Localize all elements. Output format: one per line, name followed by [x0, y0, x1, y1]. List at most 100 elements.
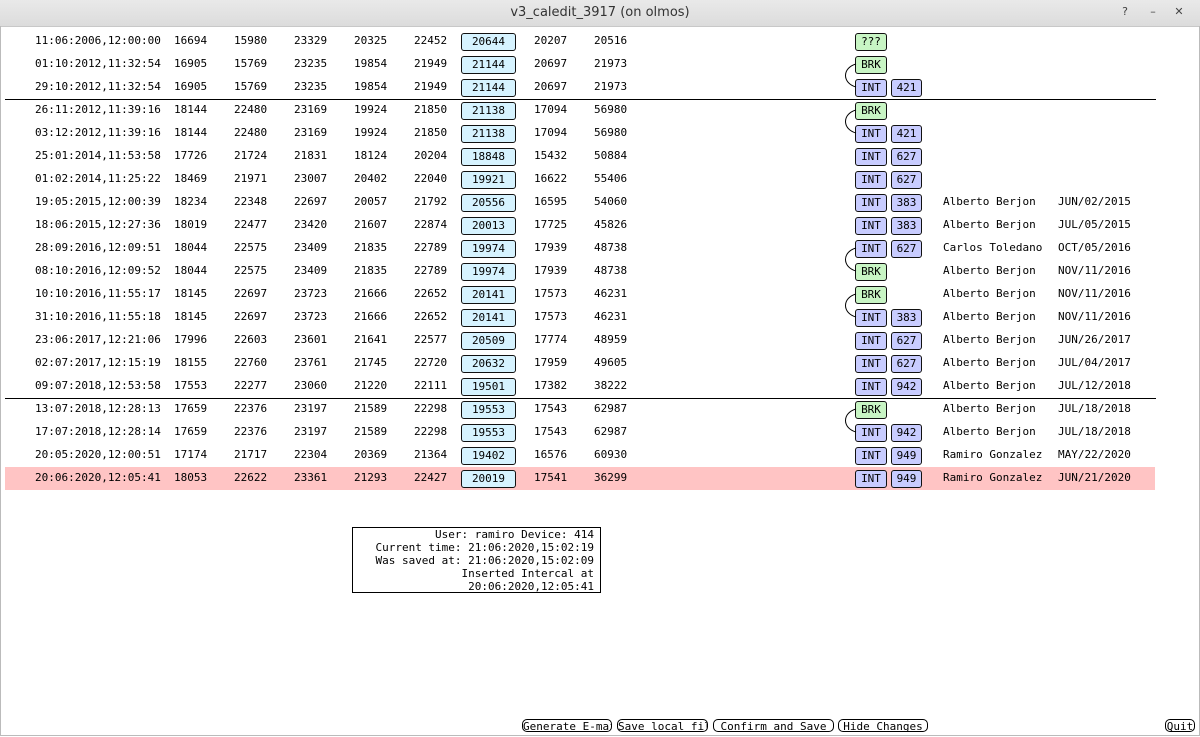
hide-changes-button[interactable]: Hide Changes	[838, 719, 928, 732]
row-type-tag[interactable]: INT	[855, 424, 887, 442]
row-type-tag[interactable]: INT	[855, 240, 887, 258]
row-value-highlight[interactable]: 19921	[461, 171, 516, 189]
table-row[interactable]: 28:09:2016,12:09:51 18044 22575 23409 21835 2…	[5, 237, 1155, 260]
table-row[interactable]: 11:06:2006,12:00:00 16694 15980 23329 20325 2…	[5, 30, 1155, 53]
row-type-tag[interactable]: INT	[855, 217, 887, 235]
row-type-tag[interactable]: BRK	[855, 56, 887, 74]
help-button[interactable]: ?	[1122, 5, 1128, 18]
row-value: 21792	[414, 195, 448, 208]
row-type-tag[interactable]: BRK	[855, 263, 887, 281]
row-value-highlight[interactable]: 19402	[461, 447, 516, 465]
table-row[interactable]: 20:06:2020,12:05:41 18053 22622 23361 21293 2…	[5, 467, 1155, 490]
row-interval-tag[interactable]: 383	[891, 217, 922, 235]
row-value: 21949	[414, 57, 448, 70]
row-value: 23409	[294, 241, 328, 254]
row-value: 17726	[174, 149, 208, 162]
row-interval-tag[interactable]: 949	[891, 447, 922, 465]
table-row[interactable]: 10:10:2016,11:55:17 18145 22697 23723 21666 2…	[5, 283, 1155, 306]
row-value-highlight[interactable]: 20632	[461, 355, 516, 373]
table-row[interactable]: 31:10:2016,11:55:18 18145 22697 23723 21666 2…	[5, 306, 1155, 329]
table-row[interactable]: 01:02:2014,11:25:22 18469 21971 23007 20402 2…	[5, 168, 1155, 191]
row-value-highlight[interactable]: 21138	[461, 125, 516, 143]
row-interval-tag[interactable]: 627	[891, 332, 922, 350]
row-type-tag[interactable]: INT	[855, 378, 887, 396]
row-value-highlight[interactable]: 20509	[461, 332, 516, 350]
row-type-tag[interactable]: INT	[855, 79, 887, 97]
row-value-highlight[interactable]: 21138	[461, 102, 516, 120]
row-type-tag[interactable]: INT	[855, 148, 887, 166]
row-value-highlight[interactable]: 21144	[461, 79, 516, 97]
row-interval-tag[interactable]: 421	[891, 79, 922, 97]
table-row[interactable]: 09:07:2018,12:53:58 17553 22277 23060 21220 2…	[5, 375, 1155, 398]
row-type-tag[interactable]: INT	[855, 309, 887, 327]
quit-button[interactable]: Quit	[1165, 719, 1195, 732]
row-type-tag[interactable]: BRK	[855, 401, 887, 419]
table-row[interactable]: 17:07:2018,12:28:14 17659 22376 23197 21589 2…	[5, 421, 1155, 444]
row-type-tag[interactable]: BRK	[855, 286, 887, 304]
row-value: 18234	[174, 195, 208, 208]
row-value: 16694	[174, 34, 208, 47]
table-row[interactable]: 19:05:2015,12:00:39 18234 22348 22697 20057 2…	[5, 191, 1155, 214]
row-value: 22760	[234, 356, 268, 369]
row-type-tag[interactable]: INT	[855, 194, 887, 212]
row-interval-tag[interactable]: 383	[891, 194, 922, 212]
row-value-highlight[interactable]: 20556	[461, 194, 516, 212]
table-row[interactable]: 25:01:2014,11:53:58 17726 21724 21831 18124 2…	[5, 145, 1155, 168]
row-value-highlight[interactable]: 19974	[461, 240, 516, 258]
row-value: 20697	[534, 80, 568, 93]
table-row[interactable]: 08:10:2016,12:09:52 18044 22575 23409 21835 2…	[5, 260, 1155, 283]
row-value: 48738	[594, 241, 628, 254]
row-value-highlight[interactable]: 20644	[461, 33, 516, 51]
row-value-highlight[interactable]: 19974	[461, 263, 516, 281]
table-row[interactable]: 03:12:2012,11:39:16 18144 22480 23169 19924 2…	[5, 122, 1155, 145]
row-interval-tag[interactable]: 421	[891, 125, 922, 143]
row-interval-tag[interactable]: 627	[891, 171, 922, 189]
table-row[interactable]: 26:11:2012,11:39:16 18144 22480 23169 19924 2…	[5, 99, 1155, 122]
row-value-highlight[interactable]: 20141	[461, 286, 516, 304]
row-value-highlight[interactable]: 20019	[461, 470, 516, 488]
table-row[interactable]: 18:06:2015,12:27:36 18019 22477 23420 21607 2…	[5, 214, 1155, 237]
close-button[interactable]: ✕	[1174, 5, 1184, 18]
table-row[interactable]: 23:06:2017,12:21:06 17996 22603 23601 21641 2…	[5, 329, 1155, 352]
row-type-tag[interactable]: INT	[855, 470, 887, 488]
row-date: 20:06:2020,12:05:41	[35, 471, 161, 484]
table-row[interactable]: 02:07:2017,12:15:19 18155 22760 23761 21745 2…	[5, 352, 1155, 375]
row-interval-tag[interactable]: 942	[891, 378, 922, 396]
row-type-tag[interactable]: ???	[855, 33, 887, 51]
row-value-highlight[interactable]: 18848	[461, 148, 516, 166]
row-interval-tag[interactable]: 627	[891, 240, 922, 258]
row-interval-tag[interactable]: 949	[891, 470, 922, 488]
row-type-tag[interactable]: INT	[855, 447, 887, 465]
row-value-highlight[interactable]: 20013	[461, 217, 516, 235]
row-value-highlight[interactable]: 21144	[461, 56, 516, 74]
row-value: 22652	[414, 310, 448, 323]
table-row[interactable]: 13:07:2018,12:28:13 17659 22376 23197 21589 2…	[5, 398, 1155, 421]
row-date: 10:10:2016,11:55:17	[35, 287, 161, 300]
table-row[interactable]: 29:10:2012,11:32:54 16905 15769 23235 19854 2…	[5, 76, 1155, 99]
row-value: 22697	[234, 310, 268, 323]
generate-email-button[interactable]: Generate E-mail	[522, 719, 612, 732]
row-date: 19:05:2015,12:00:39	[35, 195, 161, 208]
row-interval-tag[interactable]: 942	[891, 424, 922, 442]
row-value: 22298	[414, 402, 448, 415]
row-value-highlight[interactable]: 19553	[461, 401, 516, 419]
row-interval-tag[interactable]: 627	[891, 355, 922, 373]
row-value-highlight[interactable]: 19553	[461, 424, 516, 442]
row-value-highlight[interactable]: 19501	[461, 378, 516, 396]
row-type-tag[interactable]: INT	[855, 171, 887, 189]
minimize-button[interactable]: –	[1150, 5, 1156, 18]
row-type-tag[interactable]: INT	[855, 355, 887, 373]
row-type-tag[interactable]: INT	[855, 125, 887, 143]
row-value: 22622	[234, 471, 268, 484]
row-user: Ramiro Gonzalez	[943, 471, 1043, 484]
row-type-tag[interactable]: INT	[855, 332, 887, 350]
row-value: 23420	[294, 218, 328, 231]
row-value-highlight[interactable]: 20141	[461, 309, 516, 327]
row-type-tag[interactable]: BRK	[855, 102, 887, 120]
table-row[interactable]: 01:10:2012,11:32:54 16905 15769 23235 19854 2…	[5, 53, 1155, 76]
confirm-and-save-button[interactable]: Confirm and Save	[713, 719, 834, 732]
table-row[interactable]: 20:05:2020,12:00:51 17174 21717 22304 20369 2…	[5, 444, 1155, 467]
row-interval-tag[interactable]: 627	[891, 148, 922, 166]
row-interval-tag[interactable]: 383	[891, 309, 922, 327]
save-local-file-button[interactable]: Save local file	[617, 719, 708, 732]
